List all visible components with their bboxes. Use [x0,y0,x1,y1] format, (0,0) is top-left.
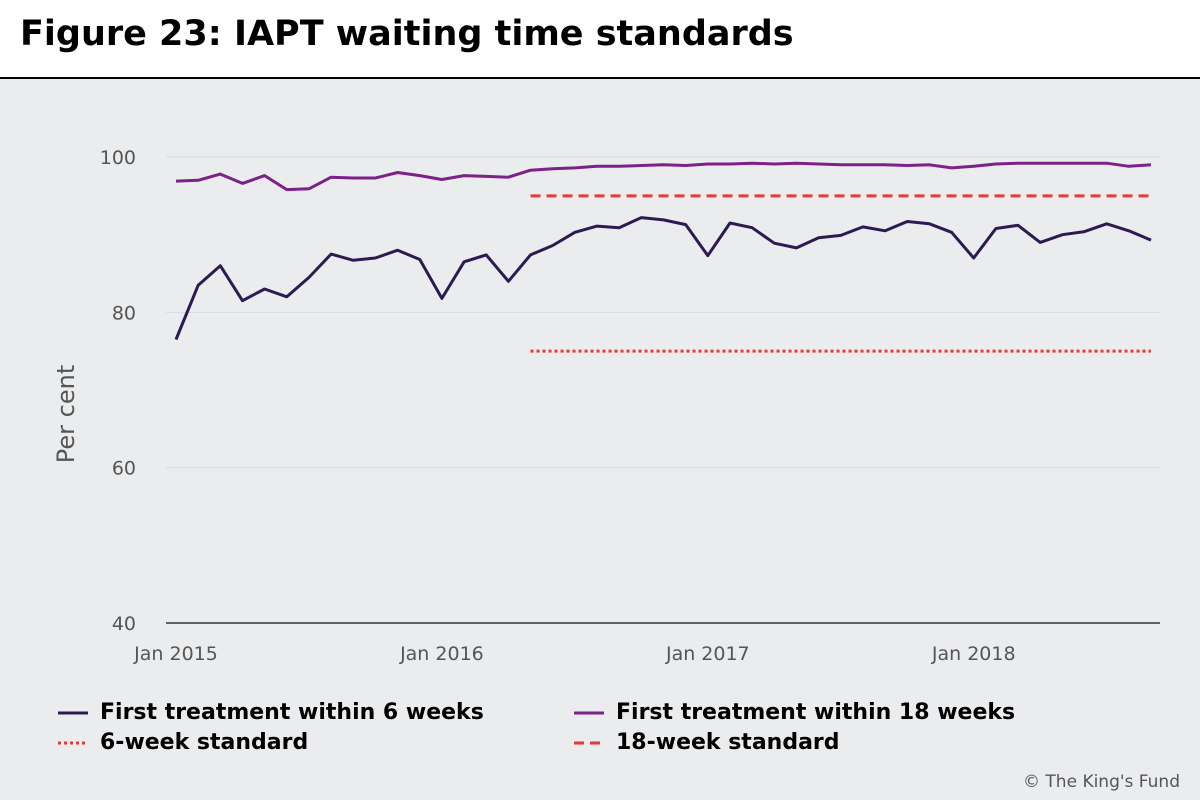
copyright-notice: © The King's Fund [1023,772,1180,792]
legend-swatch-18-weeks [574,711,604,714]
legend-swatch-6-week-standard [58,741,88,744]
x-tick-label-12: Jan 2016 [399,643,484,665]
legend-label-6-week-standard: 6-week standard [100,730,309,755]
title-divider [0,77,1200,79]
legend-item-18-weeks: First treatment within 18 weeks [574,700,1015,725]
legend-label-6-weeks: First treatment within 6 weeks [100,700,484,725]
legend-item-6-weeks: First treatment within 6 weeks [58,700,484,725]
chart-panel [0,79,1200,800]
y-axis-label: Per cent [52,365,80,463]
y-tick-label-40: 40 [112,613,136,635]
legend-swatch-6-weeks [58,711,88,714]
line-chart: 40 60 80 100 Jan 2015 Jan 2016 Jan 2017 Jan 201… [52,147,1160,665]
y-tick-label-80: 80 [112,302,136,324]
legend-label-18-weeks: First treatment within 18 weeks [616,700,1016,725]
y-tick-label-100: 100 [100,147,136,169]
x-tick-label-0: Jan 2015 [133,643,218,665]
legend-item-18-week-standard: 18-week standard [574,730,840,755]
legend-item-6-week-standard: 6-week standard [58,730,308,755]
figure-title: Figure 23: IAPT waiting time standards [20,14,794,54]
six-week-series-line [174,216,1152,341]
x-tick-label-24: Jan 2017 [665,643,750,665]
legend-swatch-18-week-standard [574,741,604,744]
legend-label-18-week-standard: 18-week standard [616,730,840,755]
x-tick-label-36: Jan 2018 [931,643,1016,665]
y-tick-label-60: 60 [112,458,136,480]
eighteen-week-series-line [175,161,1152,192]
